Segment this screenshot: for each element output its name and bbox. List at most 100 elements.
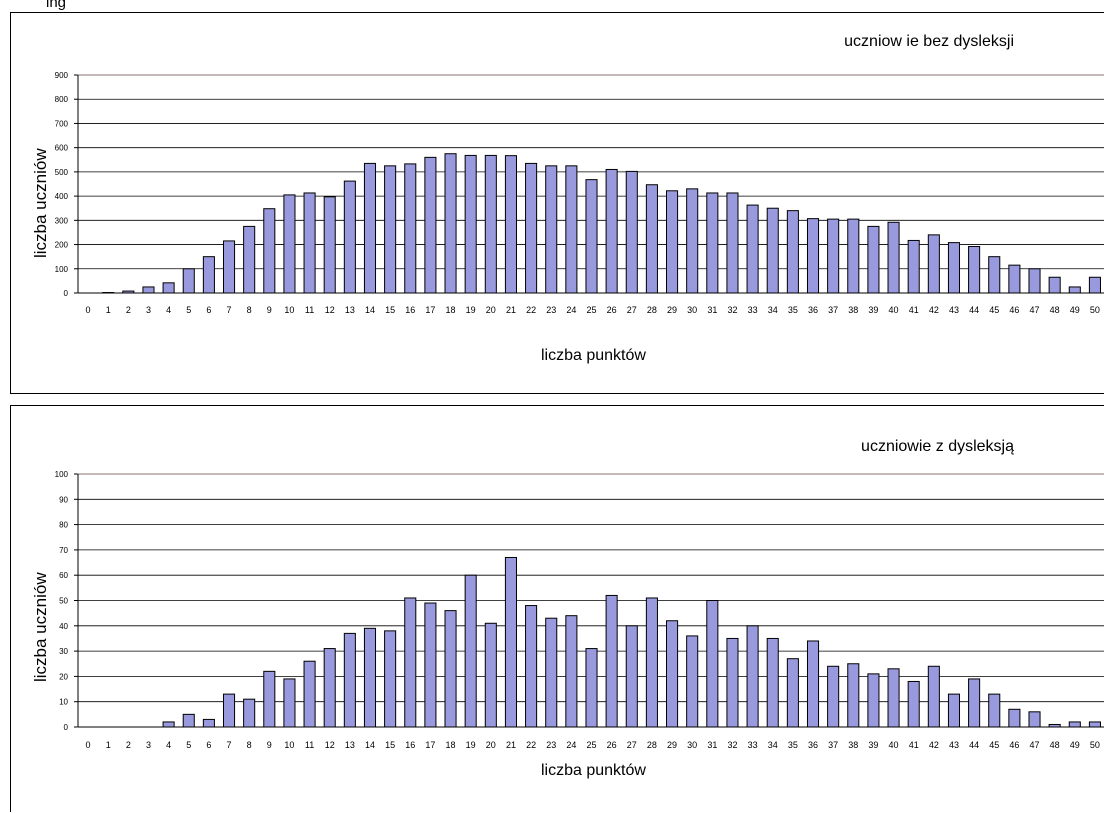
- bar: [626, 171, 637, 293]
- bar: [667, 191, 678, 293]
- y-tick-label: 20: [59, 672, 68, 681]
- x-tick-label: 20: [486, 740, 496, 750]
- bar: [828, 219, 839, 293]
- y-tick-label: 40: [59, 622, 68, 631]
- x-tick-label: 9: [267, 305, 272, 315]
- bar: [767, 208, 778, 293]
- bar: [646, 185, 657, 293]
- x-tick-label: 7: [227, 740, 232, 750]
- bar: [385, 631, 396, 727]
- bar: [667, 621, 678, 727]
- x-tick-label: 3: [146, 740, 151, 750]
- x-tick-label: 23: [546, 305, 556, 315]
- x-tick-label: 1: [106, 740, 111, 750]
- x-tick-label: 10: [284, 305, 294, 315]
- x-tick-label: 35: [788, 740, 798, 750]
- x-tick-label: 45: [989, 740, 999, 750]
- bar: [807, 219, 818, 293]
- bar: [566, 616, 577, 727]
- x-tick-label: 4: [166, 305, 171, 315]
- x-tick-label: 18: [446, 305, 456, 315]
- bar: [324, 197, 335, 293]
- x-tick-label: 47: [1030, 740, 1040, 750]
- x-tick-label: 29: [667, 305, 677, 315]
- bar: [969, 679, 980, 727]
- bar: [465, 575, 476, 727]
- x-tick-label: 22: [526, 305, 536, 315]
- bar: [445, 611, 456, 727]
- bar: [163, 283, 174, 293]
- x-tick-label: 32: [727, 305, 737, 315]
- x-tick-label: 11: [305, 305, 314, 315]
- bar: [908, 240, 919, 293]
- bar: [787, 659, 798, 727]
- x-tick-label: 33: [748, 305, 758, 315]
- x-tick-label: 33: [748, 740, 758, 750]
- y-tick-label: 700: [55, 119, 69, 128]
- x-tick-label: 6: [206, 305, 211, 315]
- x-tick-label: 38: [848, 740, 858, 750]
- x-tick-label: 42: [929, 305, 939, 315]
- y-tick-label: 100: [55, 470, 69, 479]
- bar: [223, 241, 234, 293]
- y-tick-label: 90: [59, 495, 68, 504]
- x-tick-label: 34: [768, 305, 778, 315]
- x-tick-label: 15: [385, 305, 395, 315]
- x-tick-label: 19: [466, 305, 476, 315]
- bar: [908, 681, 919, 727]
- y-tick-label: 600: [55, 144, 69, 153]
- bar: [344, 181, 355, 293]
- bar: [948, 243, 959, 293]
- x-tick-label: 26: [607, 305, 617, 315]
- bar: [586, 649, 597, 727]
- bar: [727, 193, 738, 293]
- x-tick-label: 46: [1009, 305, 1019, 315]
- x-tick-label: 21: [506, 740, 516, 750]
- x-tick-label: 2: [126, 740, 131, 750]
- x-tick-label: 46: [1009, 740, 1019, 750]
- bar: [324, 649, 335, 727]
- x-tick-label: 29: [667, 740, 677, 750]
- bar: [868, 226, 879, 293]
- x-tick-label: 5: [186, 305, 191, 315]
- x-tick-label: 0: [86, 740, 91, 750]
- bar: [687, 636, 698, 727]
- bar: [1009, 265, 1020, 293]
- bar: [606, 595, 617, 727]
- x-tick-label: 31: [707, 305, 717, 315]
- bar: [425, 157, 436, 293]
- x-tick-label: 40: [889, 305, 899, 315]
- x-tick-label: 50: [1090, 740, 1100, 750]
- bar: [969, 246, 980, 293]
- x-tick-label: 28: [647, 305, 657, 315]
- bar: [989, 694, 1000, 727]
- bar: [223, 694, 234, 727]
- bar: [203, 257, 214, 293]
- x-tick-label: 13: [345, 740, 355, 750]
- bar: [727, 638, 738, 727]
- bar: [928, 666, 939, 727]
- bar: [485, 155, 496, 293]
- x-tick-label: 16: [405, 305, 415, 315]
- x-tick-label: 12: [325, 305, 335, 315]
- bar: [425, 603, 436, 727]
- bar: [848, 664, 859, 727]
- x-tick-label: 18: [446, 740, 456, 750]
- x-tick-label: 3: [146, 305, 151, 315]
- bar: [646, 598, 657, 727]
- bar: [183, 714, 194, 727]
- chart-panel-without-dyslexia: uczniow ie bez dysleksji liczba uczniów …: [10, 12, 1104, 394]
- bar: [304, 661, 315, 727]
- x-tick-label: 14: [365, 740, 375, 750]
- bar: [546, 618, 557, 727]
- bar: [989, 257, 1000, 293]
- bar: [1089, 277, 1100, 293]
- bar: [707, 193, 718, 293]
- bar: [526, 606, 537, 727]
- x-tick-label: 28: [647, 740, 657, 750]
- y-tick-label: 0: [64, 723, 69, 732]
- y-tick-label: 10: [59, 698, 68, 707]
- x-tick-label: 43: [949, 740, 959, 750]
- x-tick-label: 44: [969, 305, 979, 315]
